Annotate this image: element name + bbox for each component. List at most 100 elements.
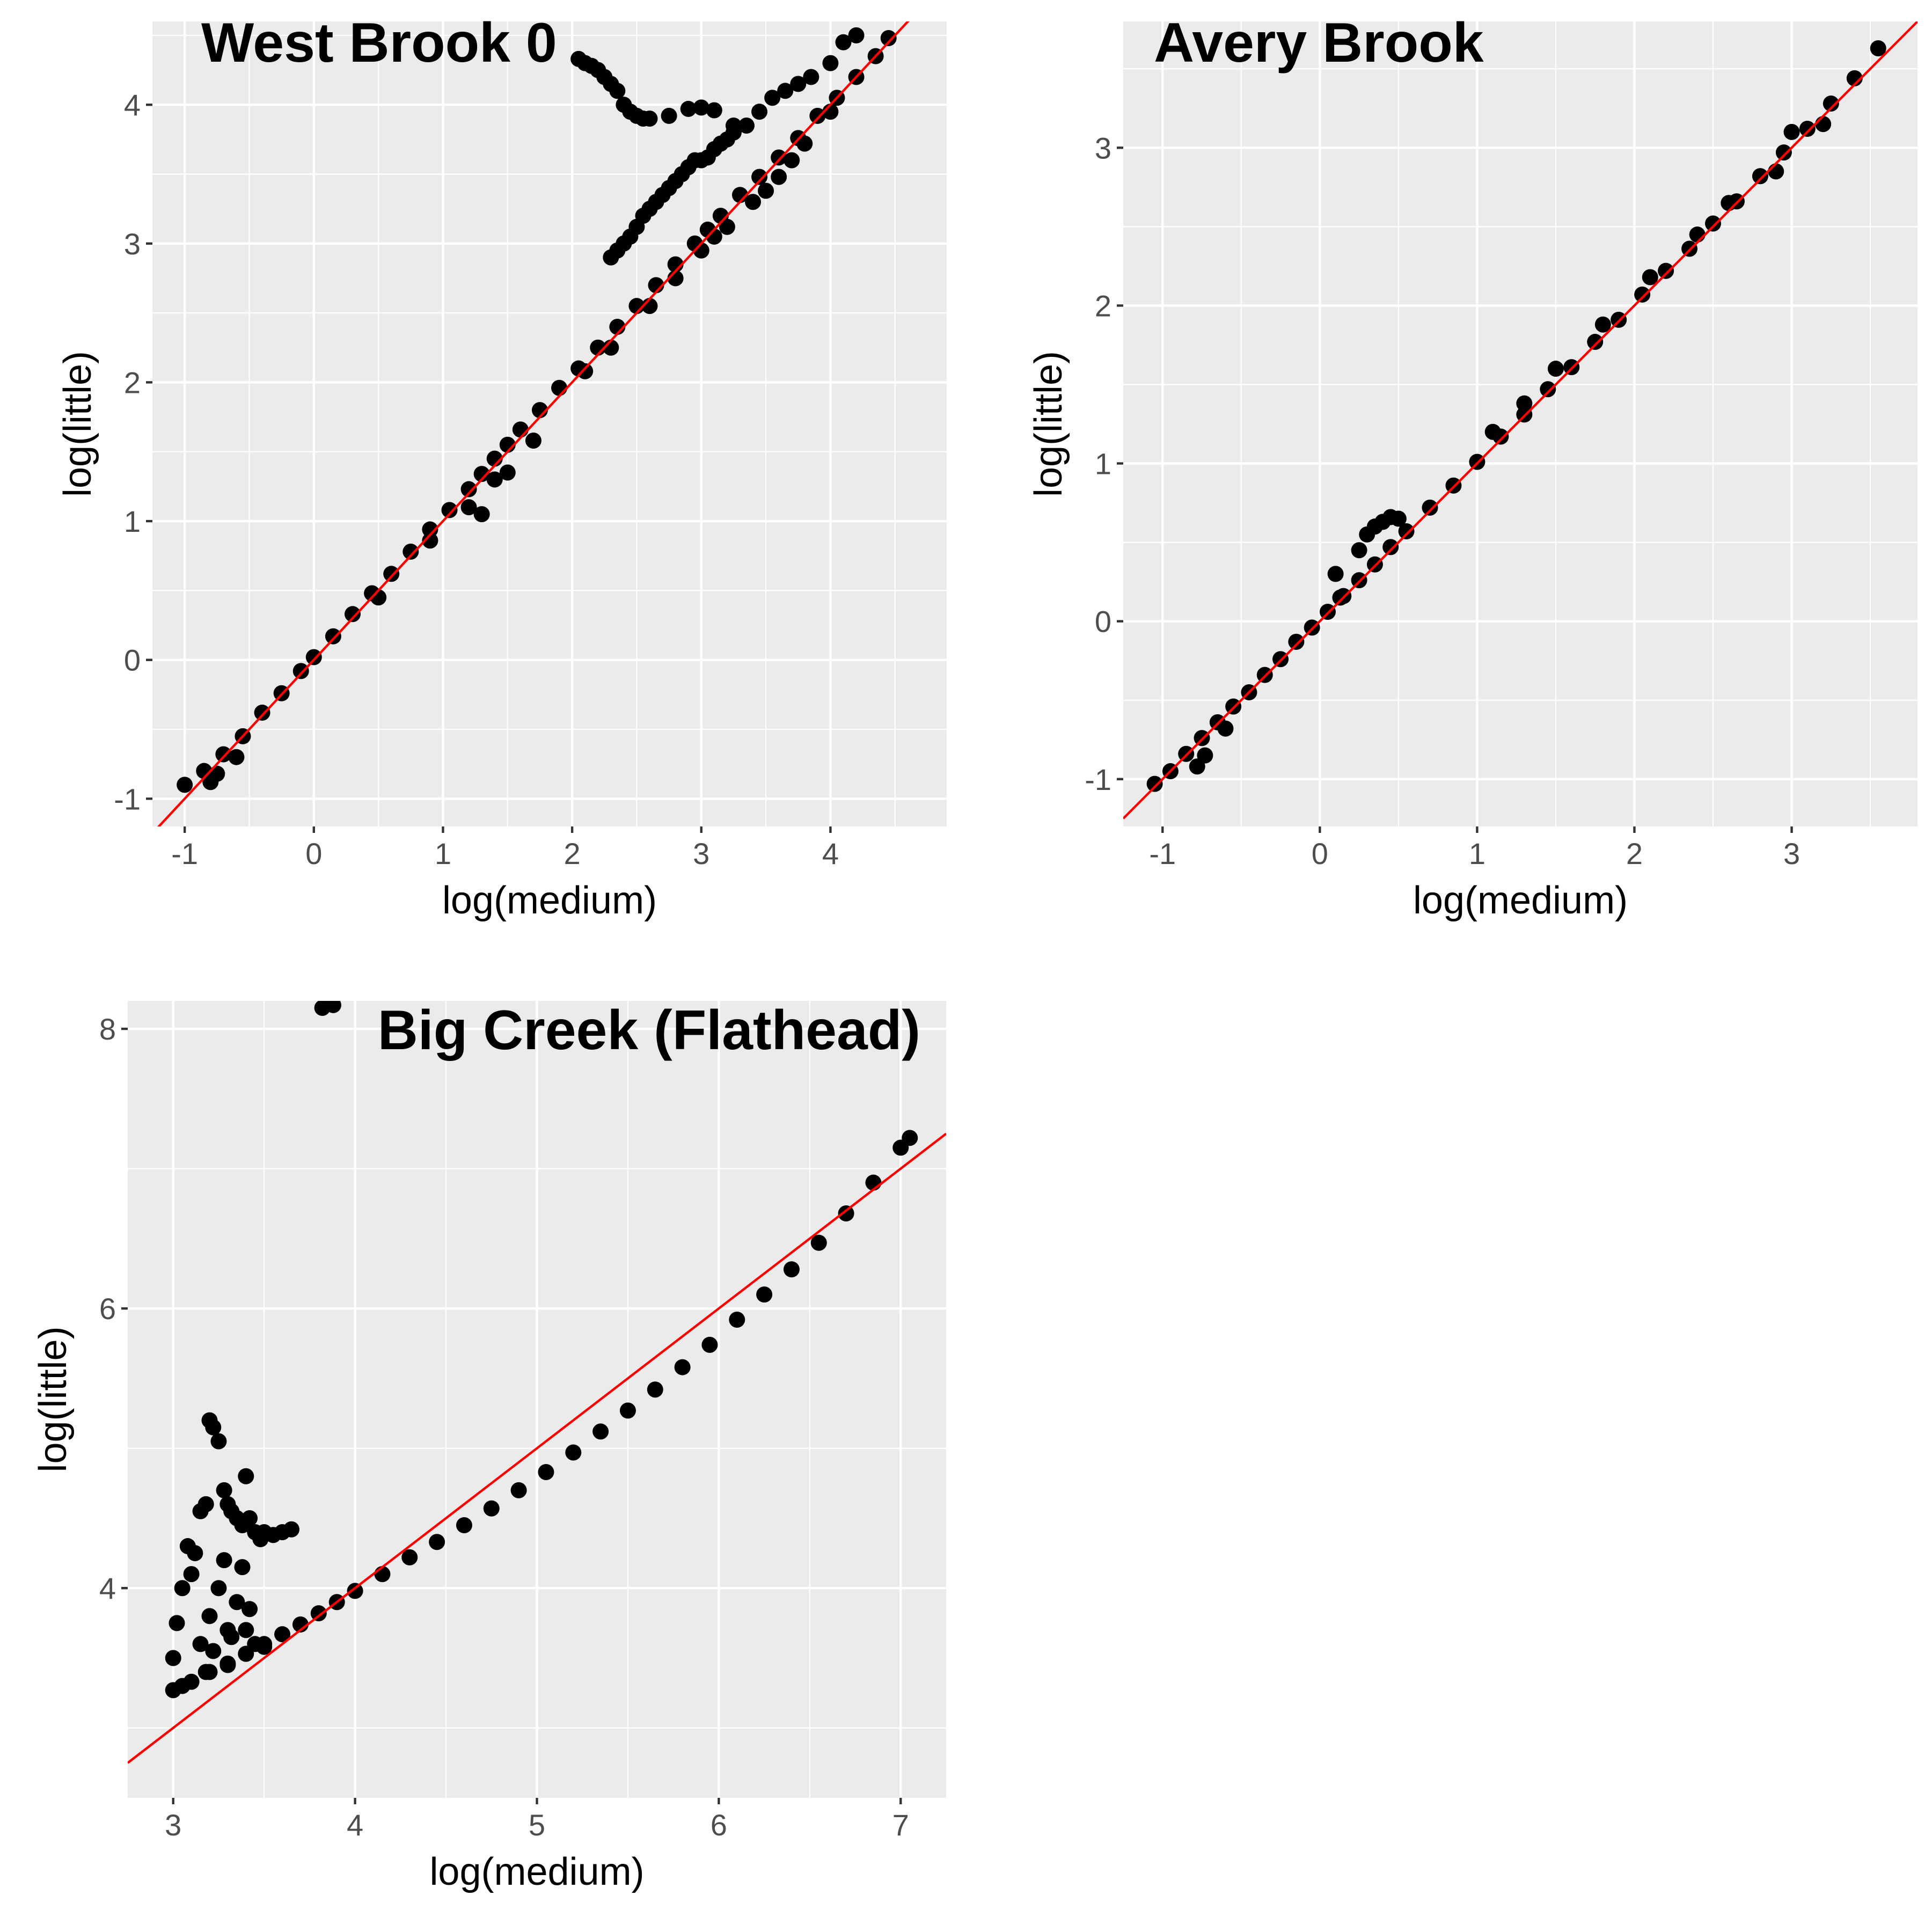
data-point xyxy=(701,1336,718,1353)
data-point xyxy=(538,1463,554,1480)
data-point xyxy=(822,55,839,71)
panel-3: 3 4 5 6 7 4 6 8 log(medium) log(little) Big Creek … xyxy=(32,999,946,1893)
data-point xyxy=(756,1286,773,1303)
panel-title: Big Creek (Flathead) xyxy=(378,999,920,1062)
data-point xyxy=(325,628,341,645)
data-point xyxy=(751,169,768,185)
data-point xyxy=(1823,95,1839,112)
x-tick-label: 1 xyxy=(435,837,451,870)
data-point xyxy=(810,1234,827,1251)
data-point xyxy=(460,499,477,516)
data-point xyxy=(347,1583,363,1599)
x-tick-label: -1 xyxy=(1149,837,1176,870)
data-point xyxy=(483,1500,500,1517)
y-tick-label: 3 xyxy=(1095,131,1111,165)
data-point xyxy=(609,83,626,99)
panel-title: West Brook 0 xyxy=(201,12,557,74)
data-point xyxy=(525,433,541,449)
data-point xyxy=(902,1130,918,1146)
data-point xyxy=(274,1626,291,1643)
data-point xyxy=(693,99,709,116)
x-tick-label: 4 xyxy=(347,1808,363,1842)
data-point xyxy=(169,1615,185,1631)
data-point xyxy=(1658,262,1674,279)
data-point xyxy=(796,135,813,152)
data-point xyxy=(680,100,697,117)
data-point xyxy=(1775,144,1792,161)
data-point xyxy=(441,502,458,518)
y-tick-label: 1 xyxy=(1095,447,1111,481)
data-point xyxy=(745,194,762,210)
data-point xyxy=(229,1594,245,1611)
data-point xyxy=(473,466,490,482)
data-point xyxy=(177,777,193,793)
x-tick-label: 7 xyxy=(892,1808,909,1842)
data-point xyxy=(835,34,852,50)
x-axis-title: log(medium) xyxy=(1413,879,1628,922)
data-point xyxy=(1390,510,1407,527)
y-tick-label: 1 xyxy=(124,504,141,538)
data-point xyxy=(210,1433,227,1450)
data-point xyxy=(1783,123,1800,140)
data-point xyxy=(197,1496,214,1512)
data-point xyxy=(1752,168,1768,185)
data-point xyxy=(241,1510,258,1526)
data-point xyxy=(751,104,768,120)
data-point xyxy=(1288,633,1305,650)
data-point xyxy=(499,464,516,481)
data-point xyxy=(1422,499,1438,516)
data-point xyxy=(758,182,774,199)
data-point xyxy=(422,532,438,549)
data-point xyxy=(210,1580,227,1597)
data-point xyxy=(738,117,755,134)
data-point xyxy=(325,1001,341,1013)
data-point xyxy=(1332,589,1349,606)
data-point xyxy=(228,749,245,765)
data-point xyxy=(1870,40,1886,56)
data-point xyxy=(292,663,309,679)
data-point xyxy=(205,1419,222,1436)
data-point xyxy=(187,1545,203,1562)
data-point xyxy=(790,76,807,92)
data-point xyxy=(803,69,819,85)
data-point xyxy=(1351,542,1367,559)
data-point xyxy=(234,1559,251,1576)
data-point xyxy=(215,746,232,763)
data-point xyxy=(725,117,742,134)
data-point xyxy=(1768,163,1784,180)
data-point xyxy=(809,107,826,124)
data-point xyxy=(565,1444,582,1461)
data-point xyxy=(1146,775,1163,792)
data-point xyxy=(383,566,400,582)
data-point xyxy=(1642,269,1658,286)
data-point xyxy=(223,1629,240,1645)
x-tick-label: 2 xyxy=(1626,837,1643,870)
y-tick-label: 6 xyxy=(99,1292,116,1326)
data-point xyxy=(460,481,477,497)
reference-line xyxy=(1123,21,1918,819)
data-point xyxy=(1689,226,1706,243)
x-tick-label: 5 xyxy=(529,1808,545,1842)
data-point xyxy=(345,606,361,623)
data-point xyxy=(661,107,677,124)
data-point xyxy=(1721,195,1737,211)
data-point xyxy=(1197,747,1213,764)
data-point xyxy=(880,30,897,47)
data-point xyxy=(848,27,865,43)
data-point xyxy=(310,1605,327,1622)
data-point xyxy=(254,704,270,721)
data-point xyxy=(674,1359,691,1375)
x-tick-label: 0 xyxy=(305,837,322,870)
data-point xyxy=(238,1468,254,1484)
data-point xyxy=(473,506,490,523)
x-tick-label: 0 xyxy=(1312,837,1328,870)
x-tick-label: 3 xyxy=(1783,837,1800,870)
data-point xyxy=(771,169,787,185)
data-point xyxy=(1587,334,1604,350)
data-point xyxy=(219,1657,236,1673)
data-point xyxy=(241,1601,258,1618)
data-point xyxy=(1547,361,1564,377)
y-tick-label: -1 xyxy=(114,782,141,816)
data-point xyxy=(619,1402,636,1419)
y-tick-label: 4 xyxy=(124,88,141,122)
